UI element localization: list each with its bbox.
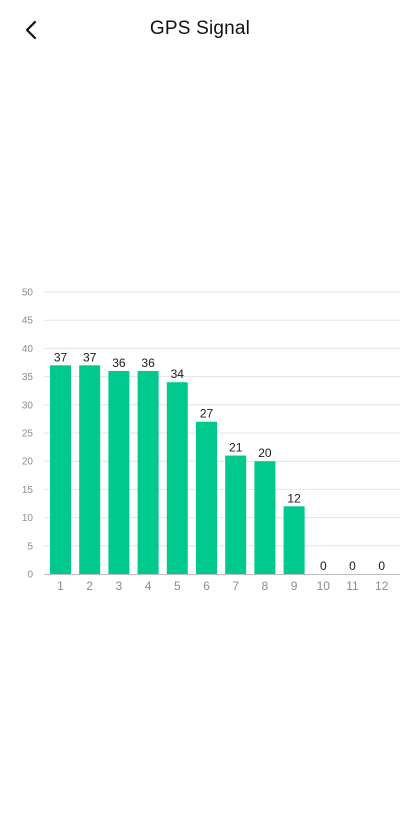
x-tick-label: 11	[346, 579, 359, 593]
bar-chart: 0 5 10 15 20 25 30 35 40 45 50 37 1 37 2 36 3 36 4 34 5 27 6 21…	[22, 288, 400, 593]
y-tick-label: 35	[22, 372, 34, 383]
x-tick-label: 6	[203, 579, 210, 593]
x-tick-label: 9	[291, 579, 298, 593]
y-tick-label: 5	[27, 541, 33, 552]
y-tick-label: 0	[27, 570, 33, 581]
bar	[254, 461, 276, 574]
bar-value-label: 27	[200, 407, 214, 421]
bar-value-label: 36	[141, 356, 155, 370]
x-tick-label: 3	[116, 579, 123, 593]
x-tick-label: 1	[57, 579, 64, 593]
y-tick-label: 50	[22, 288, 34, 299]
bar	[79, 365, 101, 574]
bar	[50, 365, 71, 574]
bar-value-label: 0	[349, 559, 356, 573]
bar-value-label: 34	[171, 367, 185, 381]
x-tick-label: 8	[262, 579, 269, 593]
bar	[137, 370, 159, 574]
x-tick-label: 10	[317, 579, 331, 593]
x-tick-label: 5	[174, 579, 181, 593]
bar	[225, 455, 247, 574]
bar	[283, 506, 305, 574]
y-tick-label: 30	[22, 400, 34, 411]
bar	[108, 370, 130, 574]
y-tick-label: 25	[22, 429, 34, 440]
bar-value-label: 12	[287, 491, 301, 505]
bar	[166, 382, 188, 574]
header: GPS Signal	[0, 0, 400, 60]
bar-value-label: 37	[83, 350, 97, 364]
x-tick-label: 2	[86, 579, 93, 593]
bar-value-label: 36	[112, 356, 126, 370]
page-title: GPS Signal	[149, 18, 251, 39]
y-tick-label: 10	[22, 513, 34, 524]
y-tick-label: 15	[22, 485, 34, 496]
bar-value-label: 21	[229, 441, 243, 455]
bar-value-label: 0	[378, 559, 385, 573]
x-tick-label: 12	[375, 579, 389, 593]
y-tick-label: 45	[22, 316, 34, 327]
chevron-left-icon	[25, 20, 37, 40]
bar-value-label: 37	[54, 350, 68, 364]
x-tick-label: 4	[145, 579, 152, 593]
bar	[196, 421, 217, 574]
y-tick-label: 40	[22, 344, 34, 355]
back-button[interactable]	[14, 12, 50, 48]
x-tick-label: 7	[232, 579, 239, 593]
y-tick-label: 20	[22, 457, 34, 468]
bar-value-label: 0	[320, 559, 327, 573]
bar-value-label: 20	[258, 446, 272, 460]
gps-signal-chart: 0 5 10 15 20 25 30 35 40 45 50 37 1 37 2 36 3 36 4 34 5 27 6 21…	[0, 270, 400, 600]
